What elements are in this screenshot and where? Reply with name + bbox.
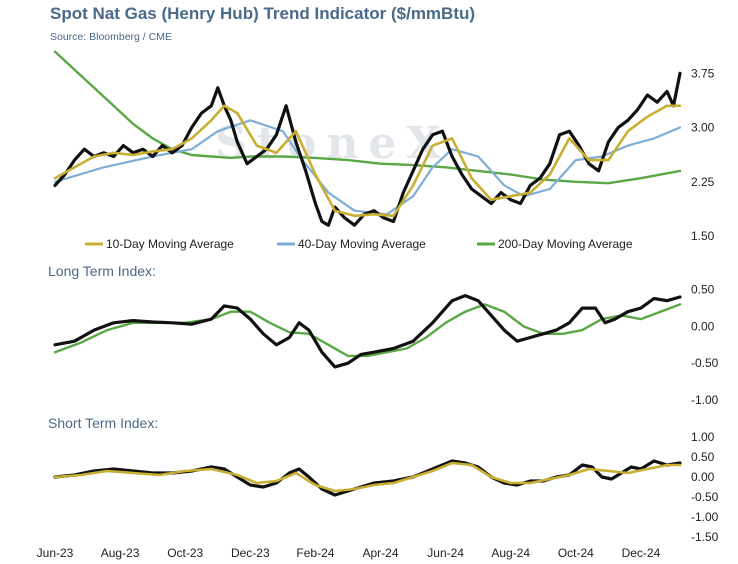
y-tick-label: 0.00 [691, 470, 715, 484]
y-tick-label: 0.00 [691, 319, 715, 333]
legend-label-ma40: 40-Day Moving Average [298, 237, 426, 251]
chart-title: Spot Nat Gas (Henry Hub) Trend Indicator… [50, 4, 475, 23]
y-tick-label: 0.50 [691, 450, 715, 464]
y-tick-label: -1.00 [691, 393, 719, 407]
series-line-ma10 [53, 461, 682, 493]
x-tick-label: Oct-24 [558, 546, 594, 560]
y-tick-label: 0.50 [691, 283, 715, 297]
x-tick-label: Aug-24 [491, 546, 530, 560]
plot-area: 1.502.253.003.75-1.00-0.500.000.50-1.50-… [37, 50, 719, 560]
series-line-ma200 [53, 303, 682, 358]
x-tick-label: Feb-24 [296, 546, 334, 560]
y-tick-label: 3.75 [691, 66, 715, 80]
x-tick-label: Apr-24 [363, 546, 399, 560]
x-tick-label: Oct-23 [167, 546, 203, 560]
legend: 10-Day Moving Average 40-Day Moving Aver… [85, 237, 633, 251]
y-tick-label: 1.00 [691, 430, 715, 444]
short-term-title: Short Term Index: [48, 415, 158, 431]
x-tick-label: Dec-24 [622, 546, 661, 560]
y-tick-label: -0.50 [691, 490, 719, 504]
x-tick-label: Jun-23 [37, 546, 74, 560]
legend-label-ma10: 10-Day Moving Average [106, 237, 234, 251]
series-line-price [53, 459, 682, 497]
x-tick-label: Jun-24 [427, 546, 464, 560]
x-tick-label: Aug-23 [101, 546, 140, 560]
y-tick-label: 1.50 [691, 229, 715, 243]
y-tick-label: -1.50 [691, 530, 719, 544]
series-line-ma10 [53, 104, 682, 218]
panel-1: -1.00 -0.50 0.00 0.50 [53, 283, 719, 407]
panel-2: -1.50 -1.00 -0.50 0.00 0.50 1.00 Jun-23 Aug-23 O… [37, 430, 719, 560]
chart-source: Source: Bloomberg / CME [50, 31, 172, 43]
legend-label-ma200: 200-Day Moving Average [498, 237, 633, 251]
y-tick-label: -0.50 [691, 356, 719, 370]
series-line-price [53, 71, 682, 227]
series-line-price [53, 294, 682, 369]
x-tick-label: Dec-23 [231, 546, 270, 560]
y-tick-label: 3.00 [691, 121, 715, 135]
long-term-title: Long Term Index: [48, 263, 156, 279]
panel-0: 1.50 2.25 3.00 3.75 [53, 50, 715, 243]
y-tick-label: 2.25 [691, 175, 715, 189]
y-tick-label: -1.00 [691, 510, 719, 524]
